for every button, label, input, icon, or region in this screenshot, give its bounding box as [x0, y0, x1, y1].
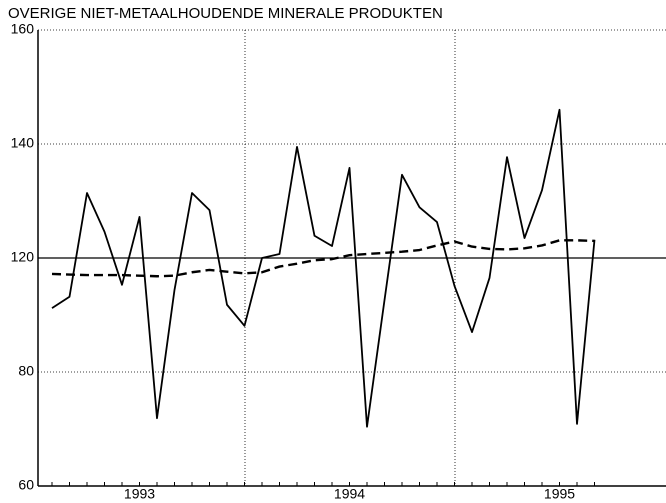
y-tick-label: 160 — [11, 21, 35, 37]
series-line — [51, 239, 595, 278]
y-tick-label: 120 — [11, 249, 35, 265]
y-tick-label: 60 — [18, 477, 34, 493]
x-tick-label: 1995 — [544, 486, 575, 502]
y-tick-label: 80 — [18, 363, 34, 379]
x-tick-label: 1994 — [334, 486, 365, 502]
x-tick-label: 1993 — [124, 486, 155, 502]
chart-title: OVERIGE NIET-METAALHOUDENDE MINERALE PRO… — [8, 5, 443, 22]
y-tick-label: 140 — [11, 135, 35, 151]
series-line — [51, 108, 596, 428]
